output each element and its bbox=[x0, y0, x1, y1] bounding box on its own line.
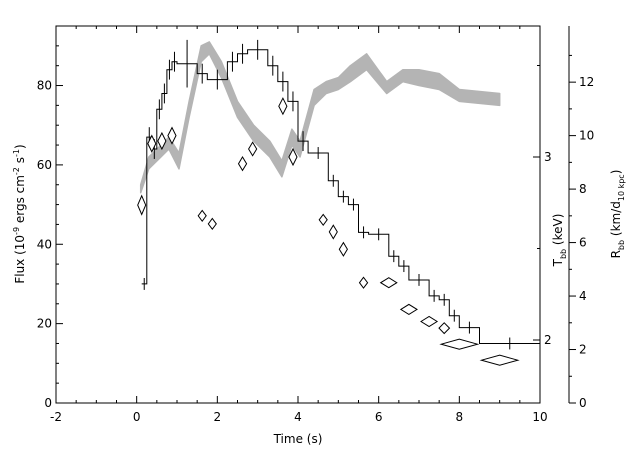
temperature-tick-label: 2 bbox=[544, 333, 552, 347]
radius-diamond bbox=[479, 354, 520, 366]
x-tick-label: 6 bbox=[375, 410, 383, 424]
radius-tick-label: 6 bbox=[579, 236, 587, 250]
radius-diamond bbox=[438, 322, 451, 335]
radius-diamond bbox=[328, 224, 338, 240]
flux-tick-label: 0 bbox=[44, 396, 52, 410]
flux-tick-label: 20 bbox=[37, 317, 52, 331]
radius-tick-label: 0 bbox=[579, 396, 587, 410]
temperature-band-layer bbox=[139, 41, 501, 194]
temperature-band bbox=[139, 41, 501, 194]
radius-diamond bbox=[157, 131, 167, 151]
radius-diamond bbox=[137, 194, 147, 216]
radius-tick-label: 4 bbox=[579, 289, 587, 303]
x-tick-label: 2 bbox=[214, 410, 222, 424]
radius-diamond bbox=[278, 97, 288, 116]
radius-diamond bbox=[358, 276, 369, 289]
radius-diamond bbox=[420, 315, 439, 328]
x-tick-label: 8 bbox=[456, 410, 464, 424]
x-axis-label: Time (s) bbox=[273, 432, 323, 446]
flux-axis-label: Flux (10-9 ergs cm-2 s-1) bbox=[12, 144, 27, 283]
temperature-tick-label: 3 bbox=[544, 150, 552, 164]
flux-tick-label: 40 bbox=[37, 237, 52, 251]
temperature-axis-label: Tbb (keV) bbox=[551, 214, 568, 268]
radius-tick-label: 2 bbox=[579, 343, 587, 357]
radius-tick-label: 10 bbox=[579, 129, 594, 143]
radius-diamond bbox=[318, 213, 328, 227]
radius-diamond bbox=[379, 277, 398, 289]
radius-diamond bbox=[439, 338, 480, 350]
radius-diamond bbox=[399, 303, 418, 315]
flux-histogram-layer bbox=[141, 39, 540, 350]
radius-diamond bbox=[288, 147, 298, 167]
radius-tick-label: 8 bbox=[579, 182, 587, 196]
x-tick-label: 4 bbox=[294, 410, 302, 424]
radius-diamond bbox=[147, 134, 157, 153]
radius-diamond bbox=[248, 141, 258, 157]
radius-diamond bbox=[237, 156, 248, 172]
radius-diamond bbox=[338, 241, 348, 257]
radius-diamond-layer bbox=[137, 97, 520, 366]
radius-diamond bbox=[207, 217, 217, 231]
flux-tick-label: 80 bbox=[37, 79, 52, 93]
x-tick-label: 0 bbox=[133, 410, 141, 424]
x-tick-label: 10 bbox=[532, 410, 547, 424]
x-tick-label: -2 bbox=[50, 410, 62, 424]
radius-axis-label: Rbb (km/d10 kpc) bbox=[609, 170, 626, 259]
flux-tick-label: 60 bbox=[37, 158, 52, 172]
radius-diamond bbox=[197, 209, 207, 223]
radius-diamond bbox=[167, 126, 177, 145]
axis-labels: Time (s) Flux (10-9 ergs cm-2 s-1) Tbb (… bbox=[12, 144, 626, 446]
radius-tick-label: 12 bbox=[579, 75, 594, 89]
